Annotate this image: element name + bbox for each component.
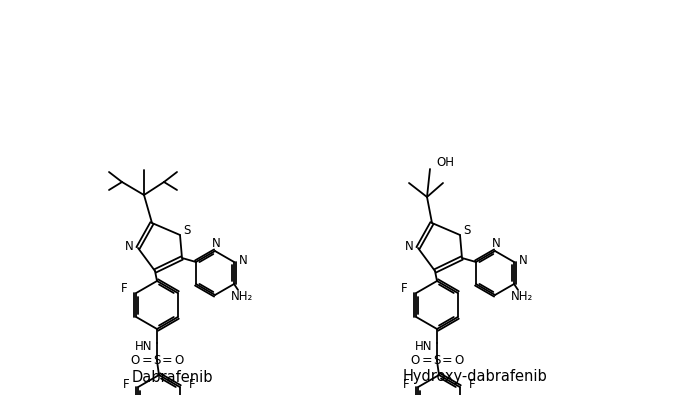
Text: S: S	[153, 354, 161, 367]
Text: Hydroxy-dabrafenib: Hydroxy-dabrafenib	[402, 369, 547, 384]
Text: NH₂: NH₂	[231, 290, 253, 303]
Text: OH: OH	[436, 156, 454, 169]
Text: S: S	[433, 354, 441, 367]
Text: NH₂: NH₂	[511, 290, 533, 303]
Text: =: =	[162, 354, 172, 367]
Text: N: N	[518, 254, 527, 267]
Text: F: F	[468, 378, 475, 391]
Text: F: F	[401, 282, 408, 295]
Text: =: =	[422, 354, 432, 367]
Text: =: =	[441, 354, 452, 367]
Text: =: =	[142, 354, 153, 367]
Text: Dabrafenib: Dabrafenib	[131, 369, 213, 384]
Text: N: N	[125, 239, 134, 252]
Text: F: F	[121, 282, 128, 295]
Text: N: N	[212, 237, 220, 250]
Text: N: N	[491, 237, 500, 250]
Text: F: F	[403, 378, 410, 391]
Text: HN: HN	[415, 340, 433, 354]
Text: F: F	[123, 378, 130, 391]
Text: S: S	[463, 224, 470, 237]
Text: O: O	[454, 354, 464, 367]
Text: O: O	[410, 354, 420, 367]
Text: N: N	[239, 254, 248, 267]
Text: N: N	[404, 239, 413, 252]
Text: F: F	[188, 378, 195, 391]
Text: HN: HN	[135, 340, 153, 354]
Text: O: O	[130, 354, 140, 367]
Text: S: S	[184, 224, 191, 237]
Text: O: O	[174, 354, 184, 367]
